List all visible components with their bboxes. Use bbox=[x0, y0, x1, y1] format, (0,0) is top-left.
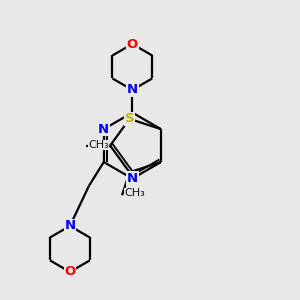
Text: S: S bbox=[125, 112, 134, 125]
Text: N: N bbox=[98, 123, 109, 136]
Text: N: N bbox=[127, 83, 138, 96]
Text: O: O bbox=[127, 38, 138, 50]
Text: CH₃: CH₃ bbox=[88, 140, 109, 150]
Text: CH₃: CH₃ bbox=[124, 188, 145, 199]
Text: N: N bbox=[127, 172, 138, 185]
Text: O: O bbox=[64, 266, 76, 278]
Text: N: N bbox=[64, 220, 76, 232]
